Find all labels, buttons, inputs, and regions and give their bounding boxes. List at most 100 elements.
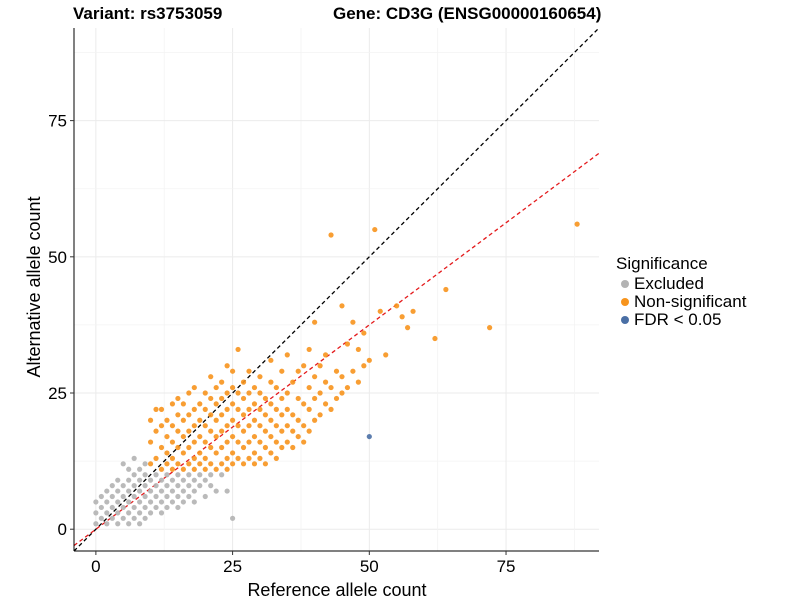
variant-title: Variant: rs3753059 [73, 4, 223, 23]
data-point-non-significant [262, 444, 269, 451]
data-point-non-significant [394, 303, 400, 309]
data-point-non-significant [257, 406, 263, 412]
data-point-non-significant [290, 428, 296, 434]
data-point-non-significant [273, 439, 279, 445]
data-point-non-significant [257, 423, 263, 429]
data-point-non-significant [257, 374, 263, 380]
data-point-non-significant [235, 390, 241, 396]
data-point-non-significant [284, 423, 290, 429]
data-point-excluded [93, 499, 99, 505]
data-point-non-significant [312, 374, 318, 380]
data-point-non-significant [240, 379, 247, 385]
data-point-non-significant [339, 303, 345, 309]
data-point-non-significant [153, 455, 159, 461]
data-point-non-significant [213, 401, 219, 407]
data-point-non-significant [224, 363, 230, 369]
data-point-non-significant [257, 455, 263, 461]
data-point-non-significant [295, 433, 301, 440]
data-point-non-significant [175, 412, 181, 418]
data-point-non-significant [246, 390, 252, 396]
y-axis-label: Alternative allele count [24, 196, 44, 377]
data-point-non-significant [180, 466, 186, 472]
data-point-excluded [137, 521, 143, 527]
data-point-non-significant [355, 346, 361, 353]
data-point-non-significant [229, 450, 236, 456]
data-point-non-significant [295, 395, 301, 402]
data-point-non-significant [191, 406, 197, 412]
data-point-excluded [153, 504, 159, 511]
data-point-excluded [131, 472, 137, 478]
data-point-non-significant [246, 455, 252, 461]
data-point-non-significant [229, 368, 236, 374]
data-point-non-significant [246, 439, 252, 445]
data-point-non-significant [372, 226, 378, 233]
data-point-non-significant [224, 466, 230, 472]
data-point-non-significant [290, 412, 296, 418]
data-point-non-significant [279, 395, 285, 402]
data-point-excluded [147, 499, 154, 505]
data-point-excluded [98, 493, 104, 500]
data-point-excluded [126, 521, 132, 527]
data-point-non-significant [301, 401, 307, 407]
data-point-excluded [213, 488, 219, 494]
data-point-non-significant [175, 461, 181, 467]
data-point-non-significant [229, 417, 236, 423]
data-point-excluded [126, 466, 132, 472]
data-point-excluded [147, 488, 154, 494]
data-point-excluded [120, 493, 126, 500]
data-point-non-significant [202, 423, 208, 429]
data-point-non-significant [191, 423, 197, 429]
data-point-non-significant [180, 433, 186, 440]
data-point-non-significant [229, 433, 236, 440]
data-point-non-significant [251, 433, 258, 440]
data-point-non-significant [224, 455, 230, 461]
data-point-non-significant [219, 379, 225, 385]
data-point-non-significant [147, 439, 154, 445]
data-point-excluded [164, 483, 170, 489]
data-point-excluded [142, 493, 148, 500]
data-point-non-significant [208, 374, 214, 380]
data-point-excluded [115, 521, 121, 527]
data-point-excluded [120, 504, 126, 511]
data-point-excluded [131, 455, 137, 461]
data-point-excluded [191, 477, 197, 483]
data-point-non-significant [290, 444, 296, 451]
data-point-non-significant [235, 346, 241, 353]
data-point-non-significant [246, 368, 252, 374]
data-point-non-significant [339, 390, 345, 396]
data-point-non-significant [295, 417, 301, 423]
data-point-non-significant [246, 406, 252, 412]
y-tick-label: 0 [58, 520, 67, 539]
data-point-excluded [208, 472, 214, 478]
data-point-excluded [180, 488, 186, 494]
data-point-non-significant [175, 444, 181, 451]
data-point-excluded [131, 504, 137, 511]
data-point-non-significant [164, 461, 170, 467]
data-point-non-significant [295, 368, 301, 374]
legend-label-excluded: Excluded [634, 274, 704, 293]
data-point-fdr-0-05 [366, 433, 372, 440]
data-point-non-significant [240, 428, 247, 434]
data-point-non-significant [153, 428, 159, 434]
data-point-non-significant [257, 390, 263, 396]
data-point-non-significant [213, 384, 219, 391]
data-point-non-significant [186, 461, 192, 467]
data-point-non-significant [268, 450, 274, 456]
data-point-excluded [219, 472, 225, 478]
data-point-non-significant [219, 412, 225, 418]
x-tick-label: 0 [91, 557, 100, 576]
data-point-non-significant [208, 428, 214, 434]
data-point-non-significant [366, 357, 372, 363]
data-point-non-significant [169, 455, 176, 461]
data-point-non-significant [186, 390, 192, 396]
data-point-excluded [169, 499, 176, 505]
data-point-non-significant [328, 406, 334, 412]
data-point-non-significant [186, 428, 192, 434]
data-point-excluded [147, 510, 154, 516]
x-tick-label: 75 [497, 557, 516, 576]
data-point-excluded [158, 488, 165, 494]
data-point-non-significant [350, 319, 356, 325]
data-point-non-significant [246, 423, 252, 429]
data-point-excluded [142, 472, 148, 478]
